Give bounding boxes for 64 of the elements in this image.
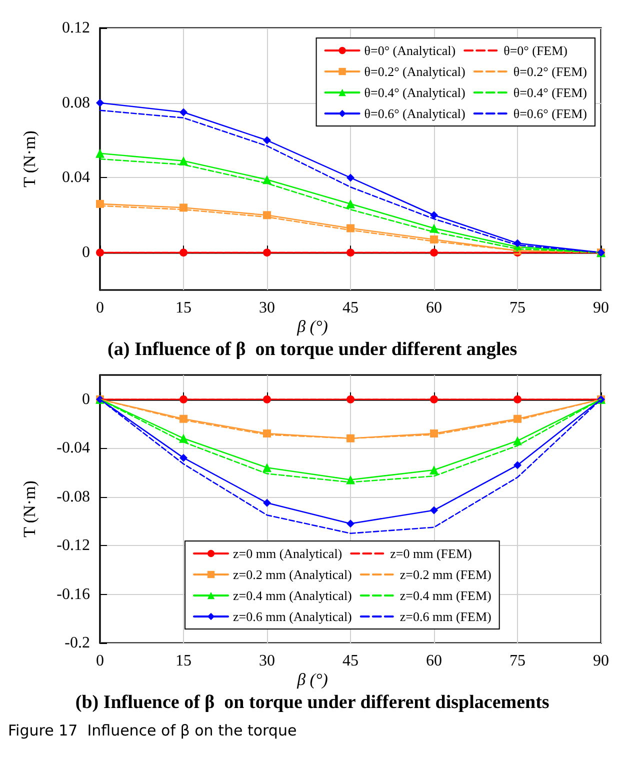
point [96, 248, 104, 257]
legend-label: z=0.2 mm (FEM) [400, 567, 492, 582]
point [180, 454, 188, 462]
x-tick-label: 90 [593, 300, 609, 316]
x-tick-label: 15 [176, 300, 192, 316]
legend-label: z=0.6 mm (FEM) [400, 609, 492, 624]
point [514, 461, 522, 470]
x-tick-label: 90 [593, 652, 609, 670]
x-tick-label: 60 [426, 300, 442, 316]
y-tick-label: 0.04 [62, 169, 90, 186]
x-tick-label: 30 [259, 652, 275, 670]
legend-label: θ=0.2° (Analytical) [364, 64, 466, 79]
y-tick-label: 0.12 [62, 20, 90, 36]
caption: Figure 17 Influence of β on the torque [8, 722, 297, 740]
y-axis-title: T (N·m) [20, 480, 39, 538]
x-tick-label: 30 [259, 300, 275, 316]
legend-label: z=0.2 mm (Analytical) [233, 567, 352, 582]
x-tick-label: 15 [176, 652, 192, 670]
legend-label: z=0.6 mm (Analytical) [233, 609, 352, 624]
point [262, 463, 272, 472]
legend-label: z=0.4 mm (Analytical) [233, 588, 352, 603]
point [96, 148, 104, 158]
y-tick-label: 0 [82, 390, 90, 408]
y-tick-label: -0.08 [56, 488, 90, 506]
legend-label: θ=0.4° (FEM) [513, 85, 588, 100]
point [513, 436, 522, 446]
y-tick-label: -0.16 [56, 586, 90, 603]
point [180, 108, 188, 116]
legend-label: z=0 mm (Analytical) [233, 546, 342, 561]
y-tick-label: 0 [82, 244, 90, 262]
point [346, 520, 354, 528]
y-tick-label: 0.08 [62, 94, 90, 112]
y-tick-label: -0.2 [64, 634, 90, 652]
legend-label: θ=0° (Analytical) [364, 43, 456, 58]
legend-label: θ=0.2° (FEM) [513, 64, 588, 79]
point [430, 211, 438, 220]
point [346, 199, 355, 208]
x-tick-label: 75 [510, 652, 526, 670]
legend-label: θ=0.4° (Analytical) [364, 85, 466, 100]
point [96, 98, 104, 107]
x-tick-label: 45 [342, 300, 358, 316]
y-tick-label: -0.04 [56, 440, 90, 457]
legend-label: z=0.4 mm (FEM) [400, 588, 492, 603]
legend-label: θ=0.6° (Analytical) [364, 106, 466, 121]
x-tick-label: 60 [426, 652, 442, 670]
x-axis-title: β (°) [296, 670, 328, 689]
point [430, 466, 438, 475]
legend-label: z=0 mm (FEM) [390, 546, 472, 561]
point [263, 136, 271, 144]
x-tick-label: 45 [342, 652, 358, 670]
x-tick-label: 0 [96, 300, 104, 316]
x-tick-label: 75 [510, 300, 526, 316]
x-tick-label: 0 [96, 652, 104, 670]
point [430, 506, 438, 514]
point [96, 200, 104, 208]
text: (a) Influence of β on torque under different angles [108, 339, 518, 360]
text: (b) Influence of β on torque under different displacements [75, 692, 550, 713]
point [346, 174, 354, 182]
legend-label: θ=0° (FEM) [504, 43, 568, 58]
y-tick-label: -0.12 [56, 537, 90, 554]
point [263, 498, 271, 507]
legend-label: θ=0.6° (FEM) [513, 106, 588, 121]
y-axis-title: T (N·m) [20, 130, 39, 188]
x-axis-title: β (°) [296, 317, 328, 336]
